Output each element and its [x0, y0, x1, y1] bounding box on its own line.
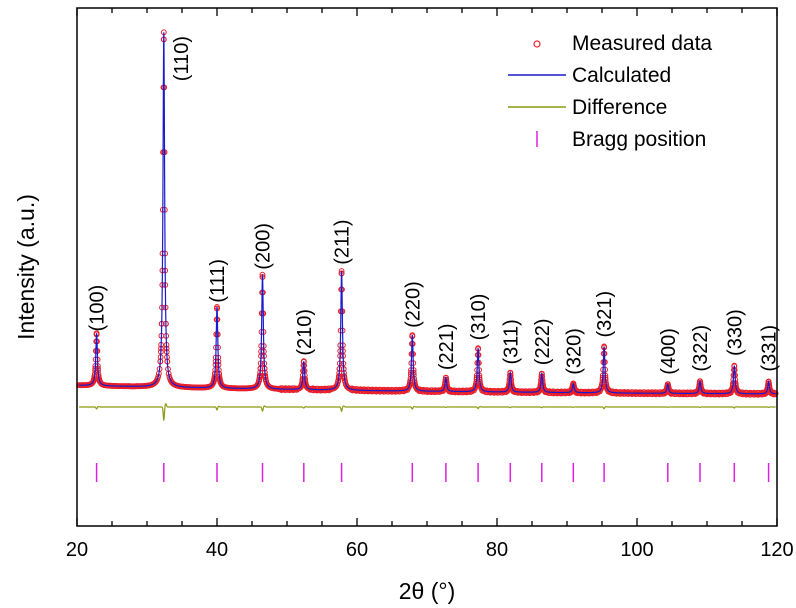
peak-label: (222) [532, 318, 554, 365]
plot-frame [76, 7, 778, 527]
peak-label: (220) [402, 281, 424, 328]
peak-label: (321) [594, 291, 616, 338]
x-tick-label: 20 [66, 539, 88, 561]
calculated-series [79, 32, 776, 395]
x-tick-label: 100 [620, 539, 653, 561]
peak-label: (110) [171, 36, 193, 81]
peak-label: (211) [332, 220, 354, 265]
y-axis-title: Intensity (a.u.) [13, 194, 39, 340]
legend-label: Difference [572, 96, 667, 119]
x-tick-label: 40 [206, 539, 228, 561]
peak-label: (322) [690, 325, 712, 372]
x-axis: 20 40 60 80 100 120 [66, 8, 794, 561]
legend-label: Bragg position [572, 128, 706, 151]
peak-label: (330) [724, 309, 746, 356]
peak-label: (310) [468, 294, 490, 341]
measured-data-point [255, 380, 262, 387]
peak-label: (331) [759, 325, 781, 372]
peak-label: (200) [253, 223, 275, 270]
x-axis-title: 2θ (°) [399, 578, 456, 604]
peak-labels: (100) (110) (111) (200) (210) (211) (220) (221)… [87, 36, 781, 375]
peak-label: (111) [207, 259, 229, 303]
peak-label: (210) [294, 309, 316, 356]
x-tick-label: 80 [486, 539, 508, 561]
peak-label: (320) [563, 328, 585, 375]
legend-label: Calculated [572, 64, 671, 87]
legend: Measured data Calculated Difference Bragg p… [508, 32, 712, 151]
x-tick-label: 120 [760, 539, 793, 561]
peak-label: (311) [500, 319, 522, 364]
peak-label: (221) [436, 323, 458, 370]
x-tick-label: 60 [346, 539, 368, 561]
bragg-position-ticks [95, 463, 770, 482]
plot-curves [76, 29, 779, 422]
peak-label: (400) [658, 328, 680, 375]
measured-data-point [334, 381, 341, 387]
legend-marker-measured [533, 40, 541, 48]
peak-label: (100) [87, 285, 109, 332]
legend-label: Measured data [572, 32, 712, 55]
difference-series [79, 403, 776, 422]
